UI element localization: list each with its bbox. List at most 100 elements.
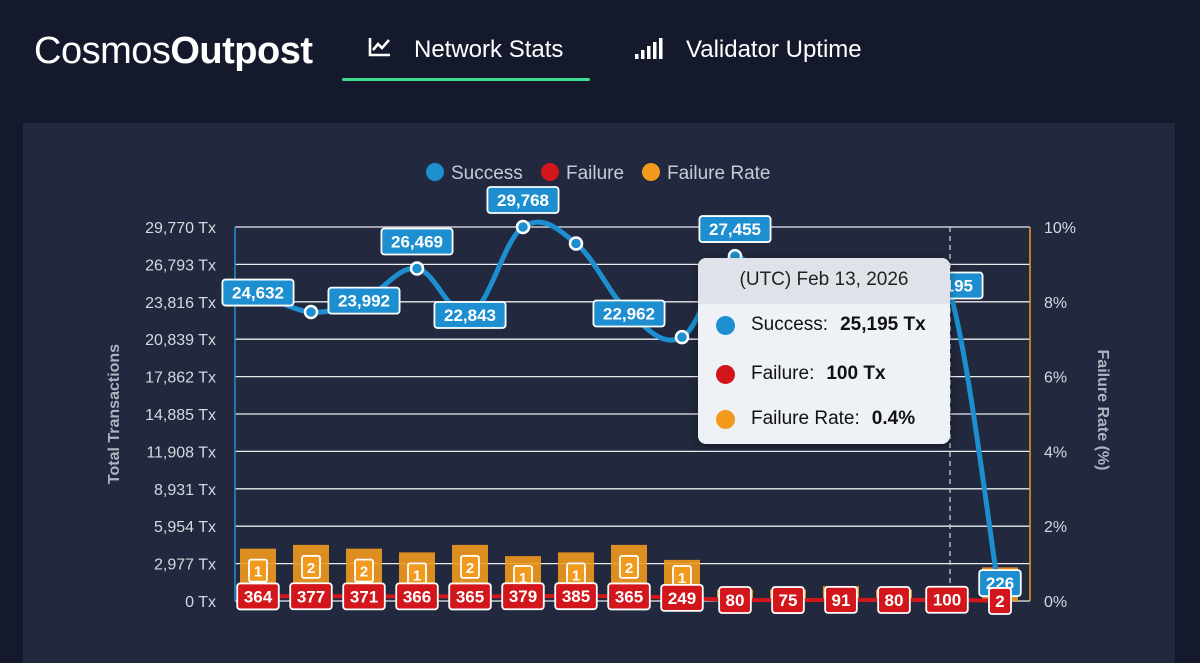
failure-label: 100	[933, 591, 961, 610]
success-label: 29,768	[497, 191, 549, 210]
success-point	[674, 329, 690, 345]
success-label-box	[380, 227, 454, 256]
failure-label-box	[236, 582, 280, 611]
failure-label-box	[342, 582, 386, 611]
success-label: 24,632	[232, 284, 284, 303]
signal-bars-icon	[634, 36, 664, 67]
success-label: 22,843	[444, 306, 496, 325]
success-point	[303, 304, 319, 320]
brand-bold-text: Outpost	[170, 30, 313, 72]
success-label-box	[592, 299, 666, 328]
failure-rate-label: 2	[466, 560, 474, 577]
failure-label-box	[607, 582, 651, 611]
y-right-axis-title: Failure Rate (%)	[1094, 350, 1111, 471]
legend-dot-0	[426, 163, 444, 181]
failure-label-box	[501, 582, 545, 611]
y-tick-label: 5,954 Tx	[154, 519, 216, 536]
tab-network-stats[interactable]: Network Stats	[341, 36, 591, 81]
failure-rate-badge	[354, 558, 374, 583]
legend-label-1: Failure	[566, 163, 624, 184]
failure-label: 364	[244, 587, 273, 606]
failure-label: 365	[456, 587, 484, 606]
legend-dot-1	[541, 163, 559, 181]
legend-dot-2	[642, 163, 660, 181]
success-point	[515, 219, 531, 235]
failure-label: 385	[562, 587, 590, 606]
success-label: 22,962	[603, 305, 655, 324]
y-tick-label: 23,816 Tx	[145, 295, 216, 312]
success-label-box	[221, 278, 295, 307]
tab-validator-uptime[interactable]: Validator Uptime	[634, 36, 862, 80]
success-label: 27,455	[709, 220, 761, 239]
y-tick-label: 0 Tx	[185, 594, 216, 611]
failure-label-box	[289, 582, 333, 611]
y-tick-label: 17,862 Tx	[145, 370, 216, 387]
failure-rate-badge	[619, 555, 639, 579]
failure-label-box	[448, 582, 492, 611]
success-label-box	[698, 215, 772, 243]
y-tick-label: 29,770 Tx	[145, 220, 216, 237]
chart-tooltip: (UTC) Feb 13, 2026 Success: 25,195 Tx Fa…	[698, 258, 950, 444]
failure-label: 2	[995, 592, 1004, 611]
y-tick-label: 8,931 Tx	[154, 482, 216, 499]
failure-label: 379	[509, 587, 537, 606]
y-tick-label: 20,839 Tx	[145, 332, 216, 349]
tooltip-failure-label: Failure:	[751, 363, 815, 384]
failure-label: 80	[726, 591, 745, 610]
legend-label-2: Failure Rate	[667, 163, 771, 184]
failure-rate-badge	[301, 555, 321, 579]
tooltip-rate-dot	[716, 409, 735, 429]
tab-validator-uptime-label: Validator Uptime	[686, 36, 862, 63]
success-label: 23,992	[338, 292, 390, 311]
failure-label: 366	[403, 587, 431, 606]
failure-rate-badge	[460, 555, 480, 579]
failure-rate-label: 2	[307, 560, 315, 577]
tooltip-rate-value: 0.4%	[871, 408, 916, 429]
failure-label: 75	[779, 591, 798, 610]
y-right-tick-label: 2%	[1044, 519, 1067, 536]
failure-rate-label: 1	[678, 570, 686, 587]
failure-label: 80	[885, 591, 904, 610]
success-point	[409, 261, 425, 276]
success-label-box	[327, 286, 401, 315]
y-tick-label: 2,977 Tx	[154, 557, 216, 574]
failure-rate-label: 2	[625, 560, 633, 577]
tooltip-success-dot	[716, 315, 735, 335]
success-label: 26,469	[391, 232, 443, 251]
failure-label-box	[988, 587, 1012, 615]
tooltip-failure-value: 100 Tx	[826, 363, 886, 384]
failure-label-box	[718, 586, 752, 614]
y-right-tick-label: 4%	[1044, 444, 1067, 461]
tooltip-success-value: 25,195 Tx	[840, 314, 926, 335]
y-right-tick-label: 10%	[1044, 220, 1076, 237]
tooltip-failure-dot	[716, 364, 735, 384]
failure-label-box	[771, 586, 805, 614]
failure-label-box	[824, 585, 858, 614]
y-axis-title: Total Transactions	[106, 344, 123, 484]
success-point	[568, 236, 584, 251]
y-tick-label: 26,793 Tx	[145, 257, 216, 274]
tooltip-row-failure-rate: Failure Rate: 0.4%	[716, 408, 915, 430]
y-right-tick-label: 0%	[1044, 594, 1067, 611]
line-chart-icon	[368, 36, 392, 65]
y-tick-label: 11,908 Tx	[146, 444, 216, 461]
failure-label: 371	[350, 587, 378, 606]
failure-label-box	[877, 586, 911, 614]
y-right-tick-label: 6%	[1044, 370, 1067, 387]
tooltip-success-label: Success:	[751, 314, 829, 335]
failure-rate-label: 1	[572, 567, 580, 584]
brand-logo[interactable]: CosmosOutpost	[34, 30, 313, 73]
network-stats-chart: Success Failure Failure Rate 0 Tx 2,977 Tx 5,…	[106, 163, 1111, 615]
failure-rate-label: 1	[519, 570, 527, 587]
failure-label-box	[395, 582, 439, 611]
failure-label: 91	[832, 591, 851, 610]
tab-network-stats-label: Network Stats	[414, 36, 564, 63]
y-right-tick-label: 8%	[1044, 295, 1067, 312]
brand-light-text: Cosmos	[34, 30, 171, 72]
legend-label-0: Success	[451, 163, 523, 184]
tooltip-row-success: Success: 25,195 Tx	[716, 314, 926, 336]
success-label-box	[486, 186, 560, 214]
tooltip-rate-label: Failure Rate:	[751, 408, 860, 429]
failure-label: 377	[297, 587, 325, 606]
y-tick-label: 14,885 Tx	[145, 407, 216, 424]
